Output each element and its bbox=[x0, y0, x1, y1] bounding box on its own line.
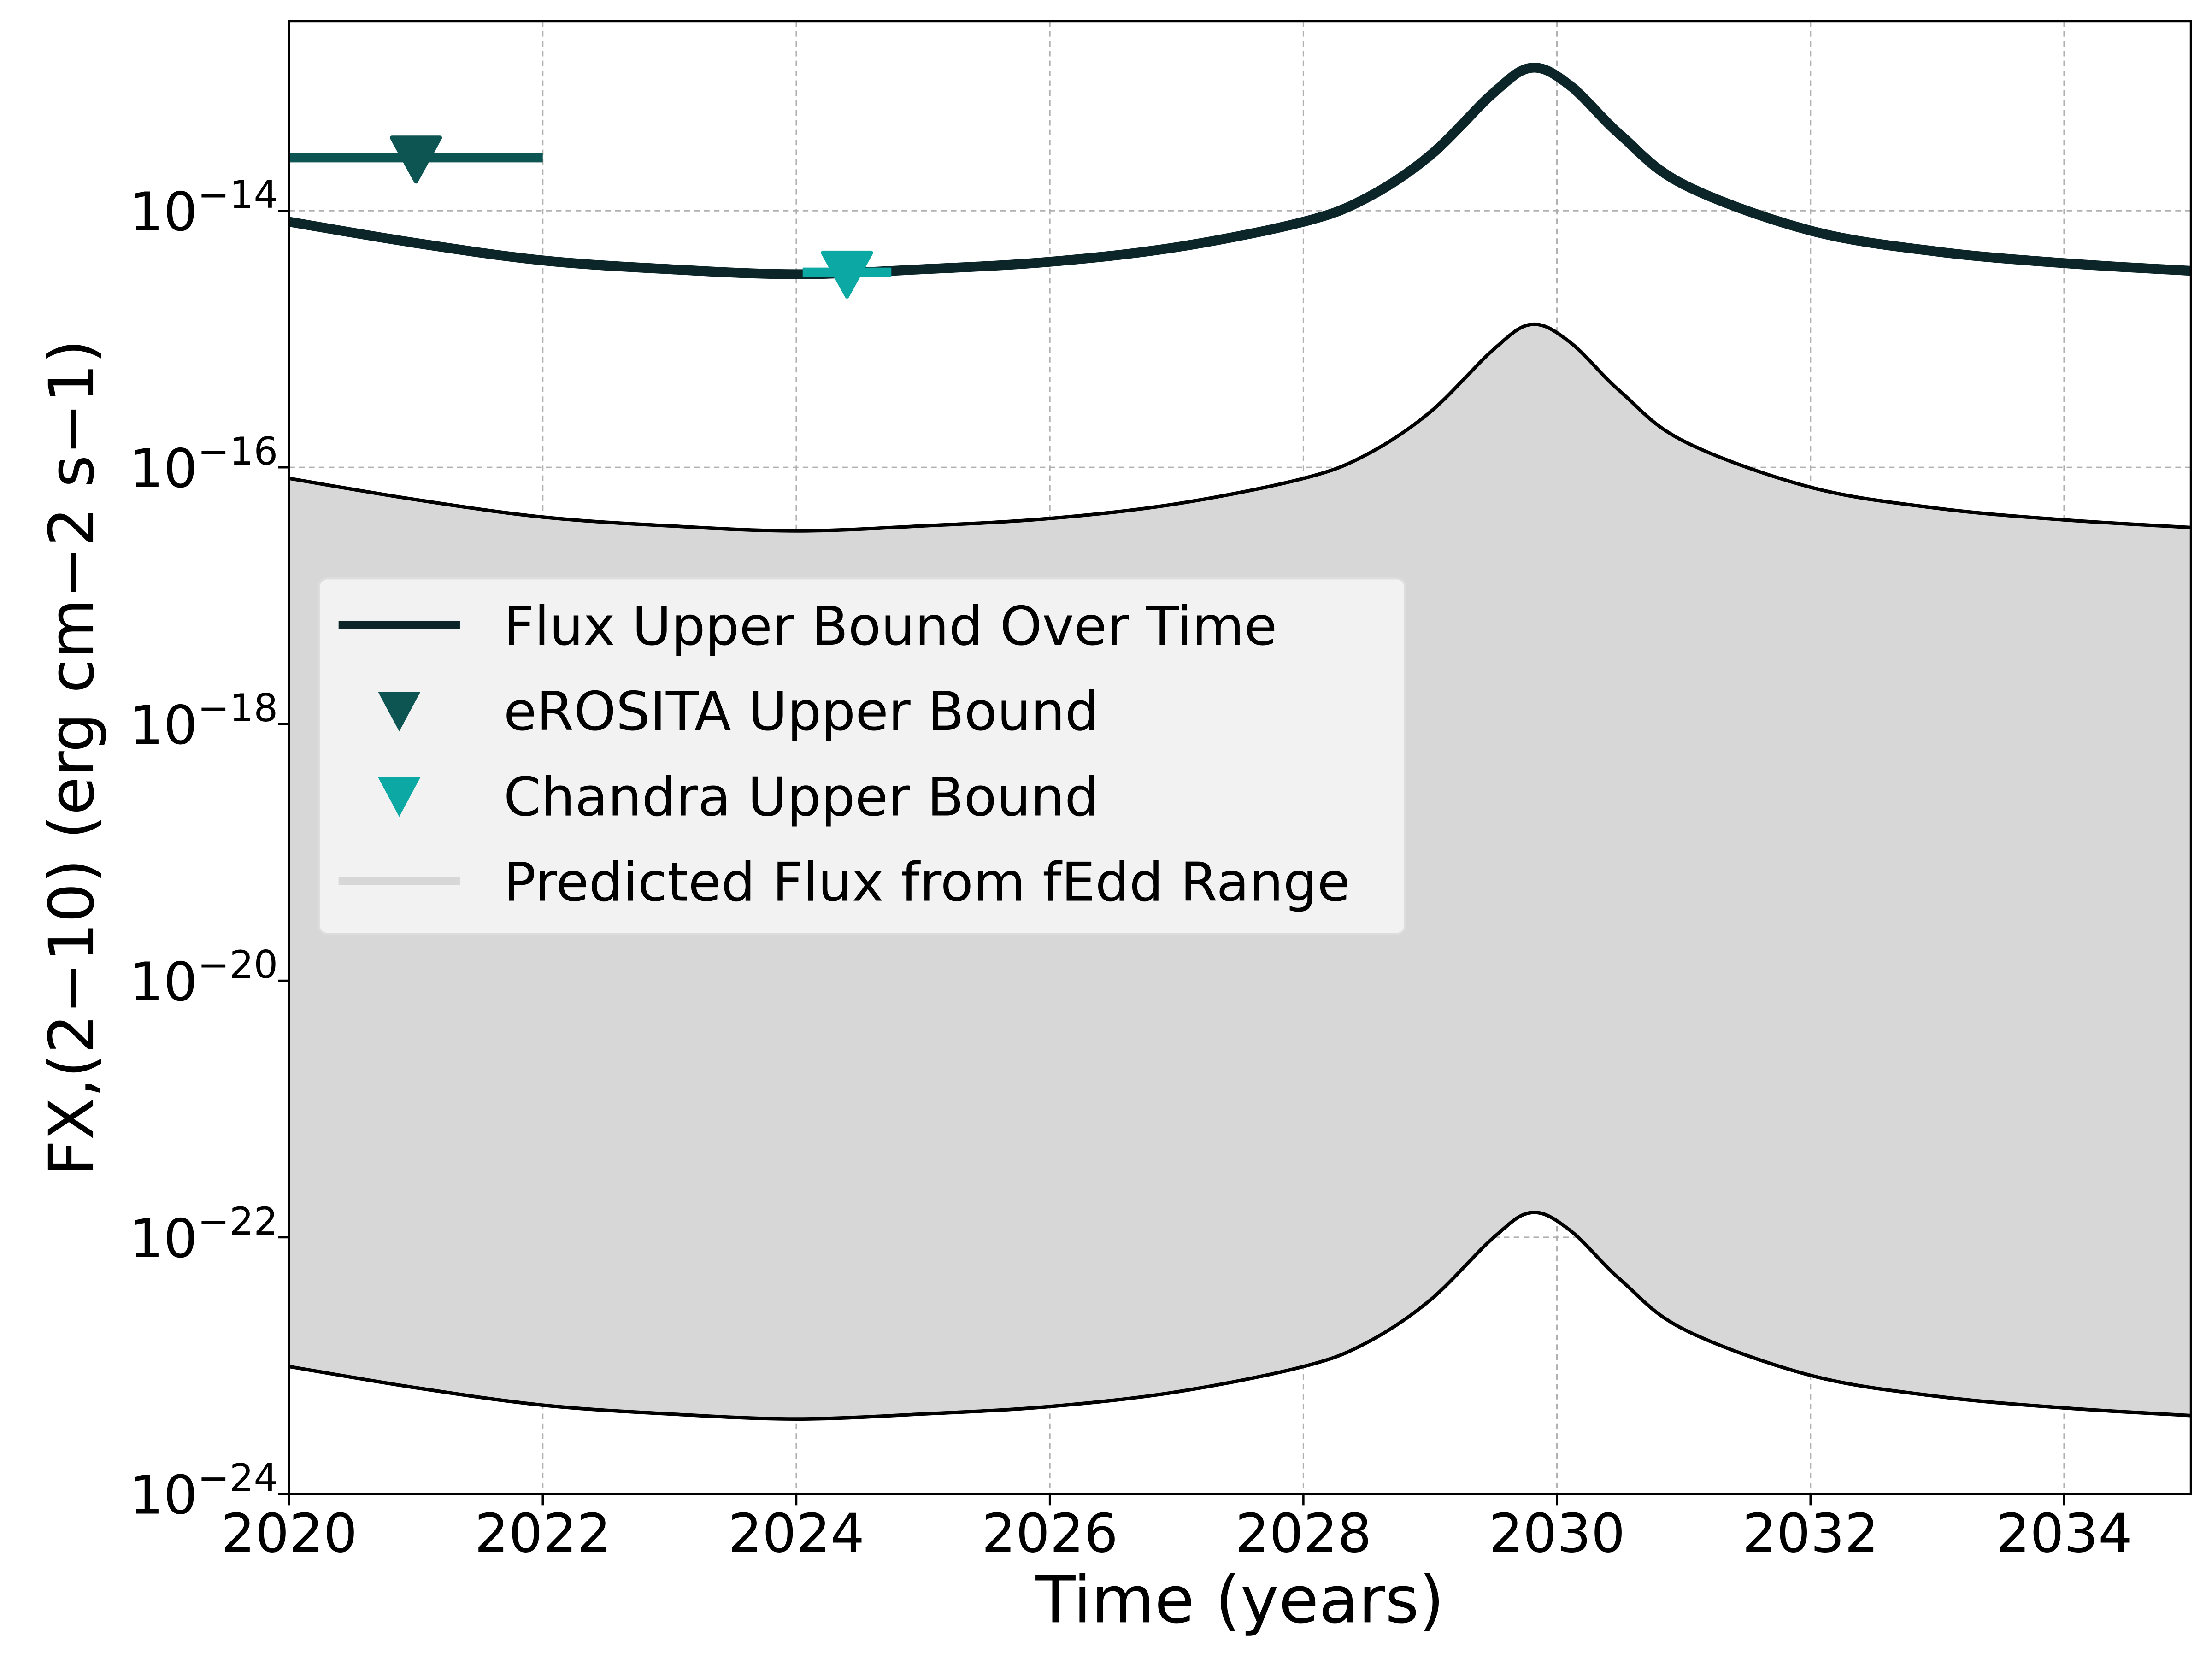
plot-frame bbox=[288, 20, 2192, 1495]
y-tick-label: 10−20 bbox=[129, 943, 278, 1013]
x-tick-label: 2024 bbox=[728, 1502, 865, 1565]
y-tick-label: 10−16 bbox=[129, 429, 278, 500]
x-tick-label: 2032 bbox=[1742, 1502, 1879, 1565]
legend-swatch bbox=[378, 692, 421, 732]
y-tick-label: 10−22 bbox=[129, 1200, 278, 1270]
legend-label: Chandra Upper Bound bbox=[504, 766, 1099, 828]
x-axis-label: Time (years) bbox=[1035, 1562, 1444, 1638]
x-tick-label: 2022 bbox=[475, 1502, 611, 1565]
legend-box bbox=[318, 577, 1406, 935]
upper-limit-marker bbox=[390, 135, 442, 184]
upper-limit-marker bbox=[821, 250, 873, 299]
x-tick-label: 2020 bbox=[221, 1502, 358, 1565]
x-tick-label: 2026 bbox=[982, 1502, 1118, 1565]
x-tick-label: 2030 bbox=[1489, 1502, 1625, 1565]
y-tick-label: 10−18 bbox=[129, 686, 278, 757]
y-tick-label: 10−14 bbox=[129, 173, 278, 243]
band-upper bbox=[289, 322, 2191, 533]
band-lower bbox=[289, 1211, 2191, 1421]
legend-swatch bbox=[378, 777, 421, 817]
y-axis-label: FX,(2−10) (erg cm−2 s−1) bbox=[35, 339, 108, 1176]
y-tick-label: 10−24 bbox=[129, 1456, 278, 1527]
legend-label: eROSITA Upper Bound bbox=[504, 681, 1099, 743]
x-tick-label: 2034 bbox=[1996, 1502, 2132, 1565]
legend-label: Predicted Flux from fEdd Range bbox=[504, 852, 1350, 914]
x-tick-label: 2028 bbox=[1235, 1502, 1371, 1565]
legend-label: Flux Upper Bound Over Time bbox=[504, 595, 1277, 658]
line bbox=[289, 63, 2191, 279]
